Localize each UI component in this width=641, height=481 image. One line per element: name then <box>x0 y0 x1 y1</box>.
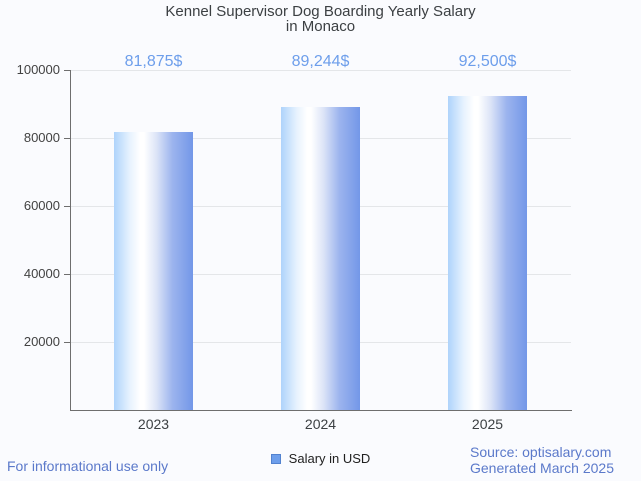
x-tick-label-2023: 2023 <box>137 416 170 432</box>
y-tick-mark <box>64 206 70 207</box>
generated-date-text: Generated March 2025 <box>470 459 614 476</box>
chart-title-line-1: Kennel Supervisor Dog Boarding Yearly Sa… <box>165 3 476 20</box>
legend-swatch-icon <box>270 454 281 464</box>
x-tick-label-2025: 2025 <box>471 416 504 432</box>
gridline-100000 <box>70 70 571 71</box>
disclaimer-text: For informational use only <box>7 458 169 474</box>
legend-label: Salary in USD <box>288 451 371 466</box>
y-tick-mark <box>64 274 70 275</box>
y-tick-label: 80000 <box>23 130 60 145</box>
y-tick-label: 60000 <box>23 198 60 213</box>
y-axis-line <box>70 70 71 410</box>
bar-2023[interactable] <box>114 131 193 410</box>
chart-title-line-2: in Monaco <box>285 18 356 35</box>
source-attribution: Source: optisalary.com Generated March 2… <box>470 444 614 476</box>
x-axis-line <box>70 410 572 411</box>
x-tick-label-2024: 2024 <box>304 416 337 432</box>
y-tick-mark <box>64 342 70 343</box>
y-tick-label: 20000 <box>23 334 60 349</box>
y-tick-mark <box>64 70 70 71</box>
source-text: Source: optisalary.com <box>470 444 612 460</box>
bar-2024[interactable] <box>281 106 360 410</box>
value-label-2023: 81,875$ <box>124 53 183 70</box>
y-tick-label: 40000 <box>23 266 60 281</box>
y-tick-label: 100000 <box>16 62 60 77</box>
y-tick-mark <box>64 138 70 139</box>
legend: Salary in USD <box>0 451 641 467</box>
bar-2025[interactable] <box>448 95 527 410</box>
chart-title: Kennel Supervisor Dog Boarding Yearly Sa… <box>0 4 641 34</box>
value-label-2025: 92,500$ <box>458 53 517 70</box>
value-label-2024: 89,244$ <box>291 53 350 70</box>
